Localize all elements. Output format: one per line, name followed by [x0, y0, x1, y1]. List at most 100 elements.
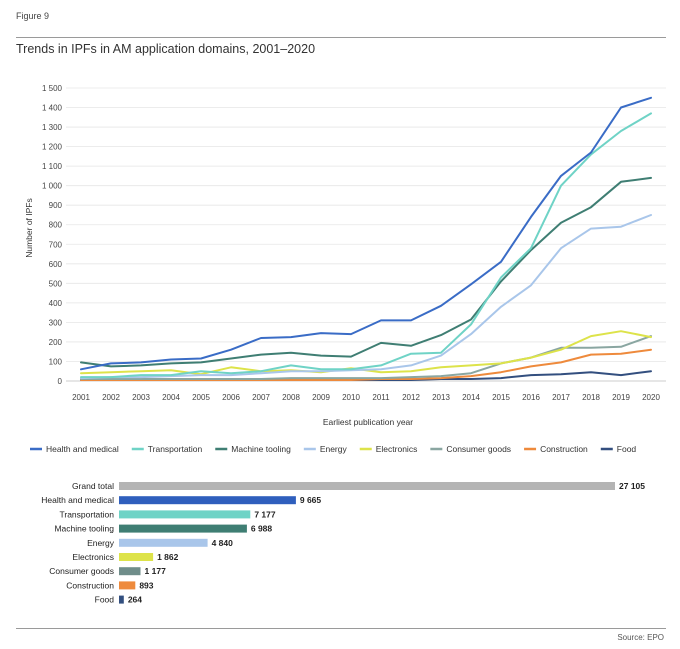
x-tick-label: 2016 [522, 393, 540, 402]
legend-item-food: Food [600, 444, 637, 454]
bar-value-label: 1 862 [157, 552, 179, 562]
y-tick-label: 900 [49, 201, 63, 210]
x-axis-label: Earliest publication year [323, 417, 413, 427]
y-tick-label: 1 100 [42, 162, 63, 171]
bar-row-construction: Construction 893 [66, 580, 154, 590]
top-divider [16, 37, 666, 38]
x-tick-label: 2014 [462, 393, 480, 402]
bar-row-energy: Energy 4 840 [87, 538, 233, 548]
source-note: Source: EPO [617, 633, 664, 642]
x-tick-label: 2010 [342, 393, 360, 402]
x-tick-label: 2011 [372, 393, 390, 402]
bars: Grand total 27 105 Health and medical 9 665… [41, 481, 645, 605]
figure-label: Figure 9 [16, 11, 50, 21]
x-tick-label: 2017 [552, 393, 570, 402]
x-tick-label: 2002 [102, 393, 120, 402]
x-tick-label: 2020 [642, 393, 660, 402]
bar-row-electronics: Electronics 1 862 [72, 552, 178, 562]
bar [119, 538, 208, 547]
series-line-consumer-goods [80, 335, 652, 380]
bar-category-label: Transportation [60, 509, 115, 519]
y-tick-label: 1 500 [42, 84, 63, 93]
bar-value-label: 893 [139, 580, 153, 590]
bar-row-health-and-medical: Health and medical 9 665 [41, 495, 321, 505]
x-tick-label: 2013 [432, 393, 450, 402]
y-tick-label: 0 [58, 377, 63, 386]
x-tick-label: 2004 [162, 393, 180, 402]
legend-item-transportation: Transportation [131, 444, 203, 454]
legend-item-machine-tooling: Machine tooling [215, 444, 291, 454]
bar-row-food: Food 264 [95, 595, 143, 605]
x-tick-label: 2003 [132, 393, 150, 402]
y-tick-label: 600 [49, 260, 63, 269]
legend-item-energy: Energy [303, 444, 348, 454]
legend-label: Transportation [148, 444, 203, 454]
x-tick-labels: 2001 2002 2003 2004 2005 2006 2007 2008 2009 2010… [72, 393, 660, 402]
bar [119, 567, 141, 576]
bottom-divider [16, 628, 666, 629]
bar [119, 581, 136, 590]
bar-category-label: Food [95, 595, 115, 605]
x-tick-label: 2018 [582, 393, 600, 402]
bar-value-label: 4 840 [212, 538, 234, 548]
bar-value-label: 6 988 [251, 524, 273, 534]
x-tick-label: 2005 [192, 393, 210, 402]
series-line-machine-tooling [80, 176, 652, 368]
bar-value-label: 264 [128, 595, 142, 605]
series-line-energy [80, 214, 652, 380]
figure-title: Trends in IPFs in AM application domains… [16, 42, 316, 56]
y-tick-labels: 0 100 200 300 400 500 600 700 800 900 1 000 1 100 1 … [42, 84, 63, 386]
bar [119, 496, 296, 505]
x-tick-label: 2009 [312, 393, 330, 402]
y-tick-label: 300 [49, 318, 63, 327]
y-tick-label: 1 300 [42, 123, 63, 132]
bar-category-label: Construction [66, 580, 114, 590]
x-tick-label: 2007 [252, 393, 270, 402]
x-tick-label: 2006 [222, 393, 240, 402]
series-lines [80, 96, 652, 381]
y-tick-label: 1 000 [42, 182, 63, 191]
legend-label: Electronics [376, 444, 418, 454]
legend-item-consumer-goods: Consumer goods [430, 444, 511, 454]
y-gridlines [66, 87, 666, 382]
bar-row-transportation: Transportation 7 177 [60, 509, 276, 519]
bar-row-machine-tooling: Machine tooling 6 988 [54, 524, 272, 534]
x-tick-label: 2001 [72, 393, 90, 402]
y-axis-label: Number of IPFs [24, 198, 34, 258]
line-chart: 0 100 200 300 400 500 600 700 800 900 1 000 1 100 1 … [24, 84, 666, 454]
bar [119, 595, 124, 604]
y-tick-label: 1 200 [42, 143, 63, 152]
bar [119, 524, 247, 533]
y-tick-label: 800 [49, 221, 63, 230]
legend-label: Food [617, 444, 637, 454]
bar [119, 482, 615, 490]
legend-label: Consumer goods [446, 444, 511, 454]
legend-label: Machine tooling [231, 444, 291, 454]
bar-category-label: Consumer goods [49, 566, 114, 576]
bar-category-label: Electronics [72, 552, 114, 562]
bar-category-label: Grand total [72, 481, 114, 491]
x-tick-label: 2015 [492, 393, 510, 402]
bar [119, 510, 251, 519]
legend-item-health-and-medical: Health and medical [30, 444, 119, 454]
legend-item-construction: Construction [524, 444, 588, 454]
bar [119, 553, 154, 561]
legend: Health and medical Transportation Machine … [30, 444, 636, 454]
y-tick-label: 1 400 [42, 104, 63, 113]
x-tick-label: 2019 [612, 393, 630, 402]
bar-category-label: Machine tooling [54, 524, 114, 534]
bar-row-consumer-goods: Consumer goods 1 177 [49, 566, 166, 576]
bar-value-label: 1 177 [145, 566, 167, 576]
legend-label: Health and medical [46, 444, 119, 454]
bar-category-label: Health and medical [41, 495, 114, 505]
series-line-health-and-medical [80, 96, 652, 371]
bar-value-label: 7 177 [254, 509, 276, 519]
y-tick-label: 400 [49, 299, 63, 308]
x-tick-label: 2012 [402, 393, 420, 402]
bar-value-label: 27 105 [619, 481, 645, 491]
y-tick-label: 500 [49, 279, 63, 288]
legend-label: Construction [540, 444, 588, 454]
y-tick-label: 700 [49, 240, 63, 249]
bar-value-label: 9 665 [300, 495, 322, 505]
legend-label: Energy [320, 444, 348, 454]
